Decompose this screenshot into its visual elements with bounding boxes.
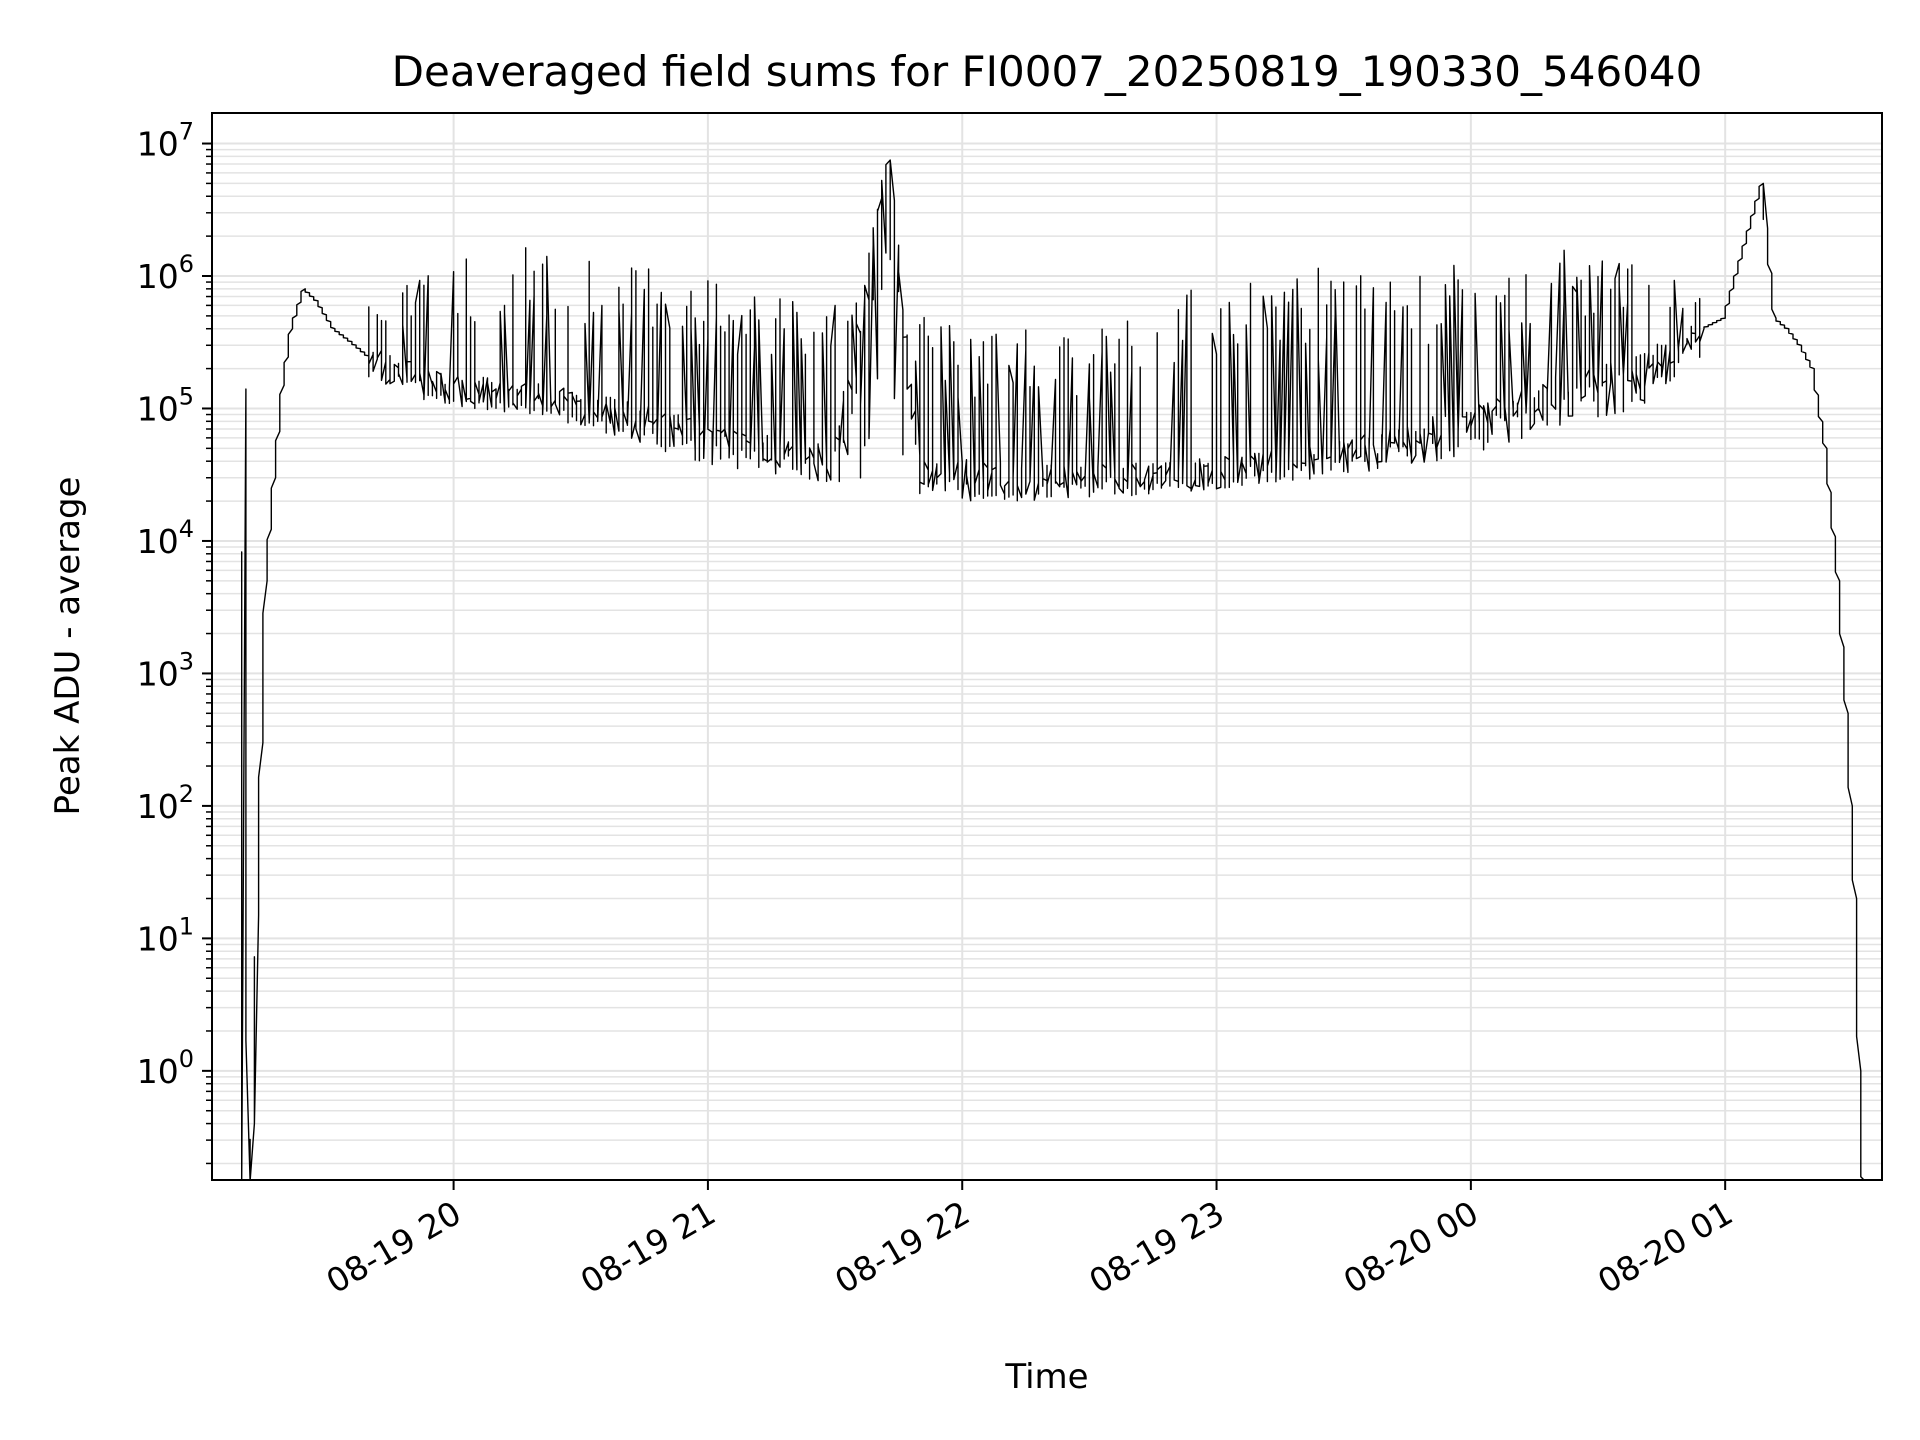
x-axis-label: Time xyxy=(1004,1357,1088,1397)
y-tick-exponent: 0 xyxy=(179,1045,194,1073)
y-tick-label: 100 xyxy=(137,1045,194,1091)
chart-title: Deaveraged field sums for FI0007_2025081… xyxy=(392,47,1703,96)
y-tick-label: 107 xyxy=(137,118,194,164)
y-tick-label: 106 xyxy=(137,250,194,296)
grid xyxy=(212,113,1882,1180)
y-tick-label: 101 xyxy=(137,912,194,958)
y-tick-exponent: 4 xyxy=(179,515,194,543)
y-tick-exponent: 3 xyxy=(179,647,194,675)
y-tick-exponent: 2 xyxy=(179,780,194,808)
y-tick-label: 104 xyxy=(137,515,194,561)
y-tick-exponent: 7 xyxy=(179,118,194,146)
y-tick-exponent: 5 xyxy=(179,382,194,410)
plot-frame xyxy=(211,112,1883,1181)
y-tick-label: 103 xyxy=(137,647,194,693)
y-tick-label: 105 xyxy=(137,382,194,428)
y-tick-exponent: 1 xyxy=(179,912,194,940)
series-layer xyxy=(241,159,1865,1180)
y-axis-label: Peak ADU - average xyxy=(48,477,88,816)
y-tick-label: 102 xyxy=(137,780,194,826)
series-line xyxy=(241,159,1865,1180)
y-tick-exponent: 6 xyxy=(179,250,194,278)
